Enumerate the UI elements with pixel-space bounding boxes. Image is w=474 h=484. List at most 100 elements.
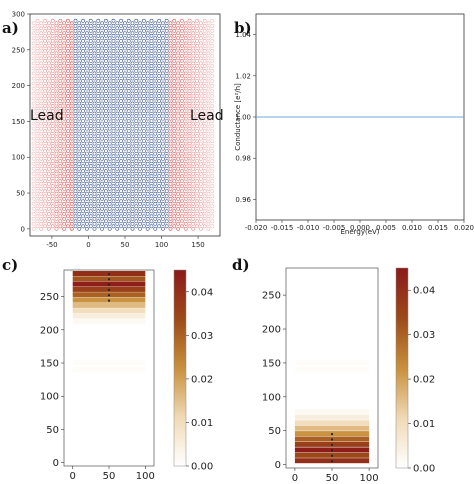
lattice-site	[126, 84, 131, 88]
lattice-site	[145, 171, 150, 176]
lattice-site	[62, 196, 67, 201]
lattice-site	[111, 199, 116, 204]
lattice-site	[195, 64, 200, 68]
lattice-site	[126, 219, 131, 224]
lattice-site	[172, 134, 177, 139]
lattice-site	[111, 119, 116, 124]
lattice-site	[123, 71, 127, 76]
lattice-site	[43, 149, 48, 154]
lattice-site	[157, 54, 162, 58]
lattice-site	[54, 201, 59, 206]
lattice-site	[66, 104, 70, 108]
lattice-site	[73, 209, 78, 214]
lattice-site	[77, 171, 82, 176]
lattice-site	[58, 99, 63, 103]
lattice-site	[31, 86, 36, 91]
lattice-site	[39, 191, 44, 196]
lattice-site	[126, 94, 131, 98]
lattice-site	[130, 46, 135, 51]
lattice-site	[92, 56, 97, 61]
lattice-site	[172, 149, 177, 154]
lattice-site	[195, 129, 200, 134]
lattice-site	[164, 84, 169, 88]
lattice-site	[100, 21, 105, 26]
lattice-site	[157, 104, 162, 108]
lattice-site	[62, 51, 67, 56]
lattice-site	[69, 51, 74, 56]
lattice-site	[210, 18, 215, 23]
lattice-site	[119, 74, 124, 78]
lattice-site	[54, 161, 59, 166]
lattice-site	[88, 119, 93, 124]
lattice-site	[168, 171, 173, 176]
lattice-site	[81, 124, 86, 129]
lattice-site	[115, 211, 120, 216]
lattice-site	[206, 146, 211, 151]
lattice-site	[130, 56, 135, 61]
lattice-site	[164, 79, 169, 83]
lattice-site	[195, 159, 200, 164]
lattice-site	[107, 86, 112, 91]
lattice-site	[77, 96, 82, 101]
lattice-site	[69, 136, 74, 141]
lattice-site	[96, 209, 101, 214]
lattice-site	[85, 121, 89, 126]
lattice-site	[81, 174, 86, 179]
lattice-site	[123, 186, 127, 191]
lattice-site	[104, 139, 108, 144]
lattice-site	[119, 18, 124, 23]
lattice-site	[119, 139, 124, 144]
lattice-site	[157, 224, 162, 229]
lattice-site	[191, 181, 196, 186]
lattice-site	[210, 164, 215, 169]
lattice-site	[43, 134, 48, 139]
lattice-site	[107, 56, 112, 61]
lattice-site	[54, 206, 59, 211]
lattice-site	[107, 196, 112, 201]
lattice-site	[115, 81, 120, 86]
lattice-site	[73, 204, 78, 209]
lattice-site	[62, 91, 67, 96]
lattice-site	[119, 114, 124, 118]
lattice-site	[145, 221, 150, 226]
lattice-site	[176, 136, 181, 141]
lattice-site	[107, 166, 112, 171]
lattice-site	[77, 61, 82, 66]
lattice-site	[168, 166, 173, 171]
lattice-site	[85, 56, 89, 61]
lattice-site	[153, 166, 158, 171]
lattice-site	[172, 94, 177, 98]
lattice-site	[191, 191, 196, 196]
lattice-site	[149, 28, 154, 33]
lattice-site	[134, 64, 139, 68]
lattice-site	[69, 151, 74, 156]
lattice-site	[100, 156, 105, 161]
lattice-site	[126, 164, 131, 169]
lattice-site	[85, 226, 89, 231]
lattice-site	[168, 196, 173, 201]
lattice-site	[111, 94, 116, 98]
lattice-site	[202, 119, 207, 124]
lattice-site	[107, 111, 112, 116]
lattice-site	[153, 176, 158, 181]
lattice-site	[119, 33, 124, 38]
lattice-site	[138, 216, 143, 221]
lattice-site	[115, 141, 120, 146]
lattice-site	[35, 224, 40, 229]
lattice-site	[35, 54, 40, 58]
lattice-site	[187, 199, 192, 204]
lattice-site	[198, 226, 203, 231]
lattice-site	[35, 59, 40, 63]
lattice-site	[81, 64, 86, 68]
lattice-site	[138, 141, 143, 146]
lattice-site	[195, 99, 200, 103]
lattice-site	[66, 209, 70, 214]
lattice-site	[141, 179, 146, 184]
lattice-site	[96, 129, 101, 134]
lattice-site	[77, 221, 82, 226]
lattice-site	[138, 186, 143, 191]
lattice-site	[187, 114, 192, 118]
lattice-site	[43, 139, 48, 144]
lattice-site	[179, 139, 184, 144]
